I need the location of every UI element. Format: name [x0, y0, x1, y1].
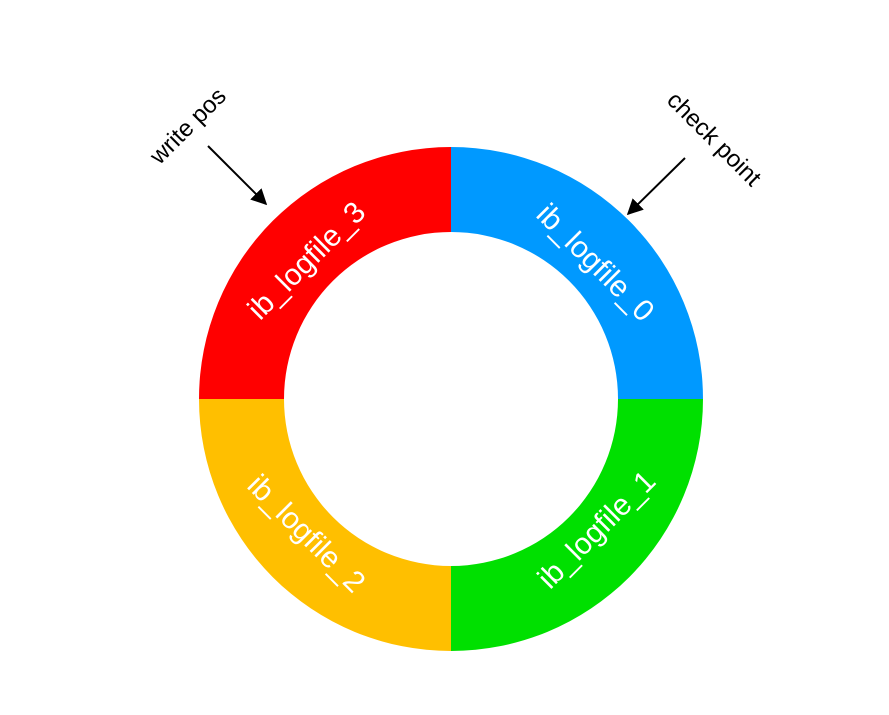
segment-ib-logfile-2 [199, 399, 451, 651]
segment-ib-logfile-3 [199, 147, 451, 399]
segment-ib-logfile-1 [451, 399, 703, 651]
check-point-arrow [626, 157, 686, 216]
segment-ib-logfile-0 [451, 147, 703, 399]
check-point-label: check point [661, 87, 766, 192]
write-pos-arrow [207, 145, 268, 206]
